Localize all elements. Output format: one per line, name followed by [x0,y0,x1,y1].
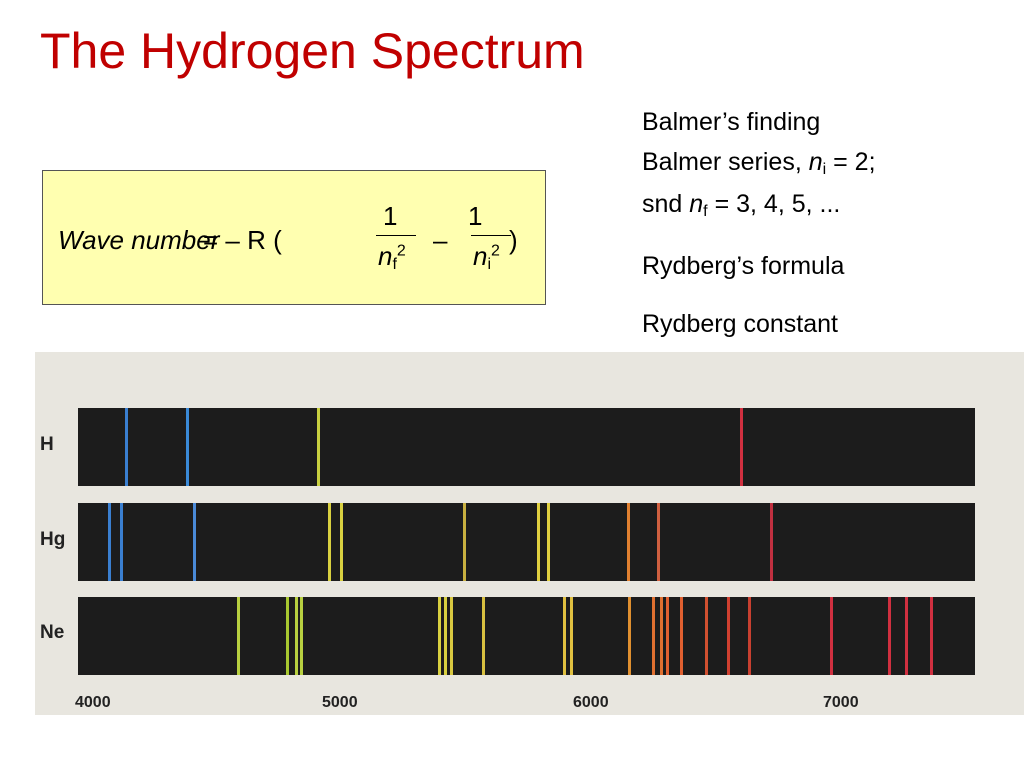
emission-line [438,597,441,675]
emission-line [328,503,331,581]
emission-line [770,503,773,581]
title: The Hydrogen Spectrum [40,23,585,79]
formula-box: Wave number = – R ( 1 nf2 – 1 ni2 ) [42,170,546,305]
minus: – [433,225,448,255]
emission-line [340,503,343,581]
emission-line [444,597,447,675]
emission-line [125,408,128,486]
emission-line [108,503,111,581]
axis-label: 4000 [75,694,111,711]
fraction-bar [471,235,511,236]
formula-rhs: = – R ( [203,225,282,255]
note: Balmer series, ni = 2; [642,148,876,179]
emission-line [570,597,573,675]
row-label: Hg [40,529,66,550]
note: Rydberg constant [642,310,838,338]
emission-line [317,408,320,486]
emission-line [295,597,298,675]
emission-line [300,597,303,675]
axis-label: 7000 [823,694,859,711]
spectrum-strip [78,597,975,675]
emission-line [463,503,466,581]
emission-line [680,597,683,675]
denominator: ni2 [473,241,500,274]
emission-line [563,597,566,675]
emission-line [905,597,908,675]
emission-line [450,597,453,675]
sub: f [703,203,708,220]
emission-line [930,597,933,675]
var: n [473,241,488,271]
text: = 3, 4, 5, ... [707,190,841,218]
emission-line [748,597,751,675]
emission-line [705,597,708,675]
emission-line [186,408,189,486]
numerator: 1 [383,201,398,231]
emission-line [830,597,833,675]
sub: f [392,256,397,273]
text: Balmer series, [642,148,809,176]
emission-line [740,408,743,486]
formula-lhs: Wave number [58,225,220,255]
note: Rydberg’s formula [642,252,845,280]
text: snd [642,190,690,218]
emission-line [666,597,669,675]
axis-label: 6000 [573,694,609,711]
emission-line [628,597,631,675]
emission-line [537,503,540,581]
var: n [689,190,704,218]
emission-line [120,503,123,581]
emission-line [237,597,240,675]
var: n [378,241,393,271]
axis-label: 5000 [322,694,358,711]
emission-line [627,503,630,581]
emission-line [547,503,550,581]
spectrum-image: H Hg Ne 4000 5000 6000 7000 [35,352,1024,715]
exp: 2 [491,242,500,260]
exp: 2 [396,242,406,260]
emission-line [652,597,655,675]
text: = 2; [826,148,876,176]
note: Balmer’s finding [642,108,821,136]
row-label: H [40,434,54,455]
denominator: nf2 [378,241,406,274]
emission-line [482,597,485,675]
row-label: Ne [40,622,65,643]
sub: i [487,256,492,273]
emission-line [657,503,660,581]
emission-line [660,597,663,675]
emission-line [888,597,891,675]
sub: i [822,161,827,178]
emission-line [286,597,289,675]
fraction-bar [376,235,416,236]
note: snd nf = 3, 4, 5, ... [642,190,840,221]
var: n [808,148,823,176]
close-paren: ) [509,225,518,255]
emission-line [193,503,196,581]
numerator: 1 [468,201,483,231]
spectrum-strip [78,503,975,581]
spectrum-strip [78,408,975,486]
emission-line [727,597,730,675]
